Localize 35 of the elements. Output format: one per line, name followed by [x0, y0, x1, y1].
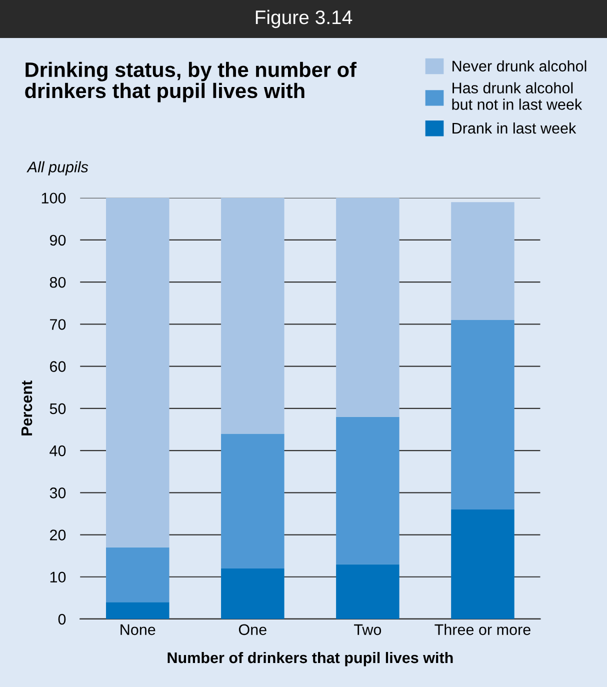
y-tick-label: 70	[50, 319, 66, 330]
bar	[336, 564, 400, 619]
x-tick-label: One	[238, 624, 266, 636]
bar	[451, 509, 514, 619]
legend-label: Drank in last week	[452, 122, 576, 134]
bar	[106, 198, 170, 548]
y-tick-label: 10	[50, 572, 66, 583]
y-tick-label: 20	[50, 530, 66, 540]
y-tick-label: 30	[50, 488, 66, 498]
bar	[106, 547, 170, 602]
x-axis-title: Number of drinkers that pupil lives with	[168, 652, 453, 666]
y-tick-label: 0	[58, 614, 66, 625]
bar	[451, 320, 514, 510]
bar	[451, 202, 514, 320]
x-tick-label: Two	[354, 624, 382, 636]
x-tick-label: None	[120, 624, 156, 636]
bar	[336, 198, 400, 417]
bar	[221, 198, 284, 434]
bar	[106, 602, 170, 619]
y-tick-label: 90	[50, 234, 66, 246]
legend-label: Has drunk alcohol but not in last week	[452, 82, 582, 110]
caption: Figure 3.14	[256, 10, 352, 28]
y-tick-label: 100	[42, 192, 66, 204]
y-tick-label: 60	[50, 361, 66, 372]
y-tick-label: 50	[50, 403, 66, 414]
x-tick-label: Three or more	[434, 624, 530, 636]
chart-title: Drinking status, by the number of drinkers that pupil lives with	[25, 62, 357, 102]
bar	[336, 416, 400, 564]
chart-subtitle: All pupils	[26, 161, 88, 176]
y-tick-label: 80	[50, 276, 66, 288]
legend-label: Never drunk alcohol	[452, 60, 586, 72]
bar	[221, 568, 284, 619]
y-tick-label: 40	[50, 445, 66, 456]
y-axis-title: Percent	[22, 380, 32, 436]
bar	[221, 434, 284, 568]
